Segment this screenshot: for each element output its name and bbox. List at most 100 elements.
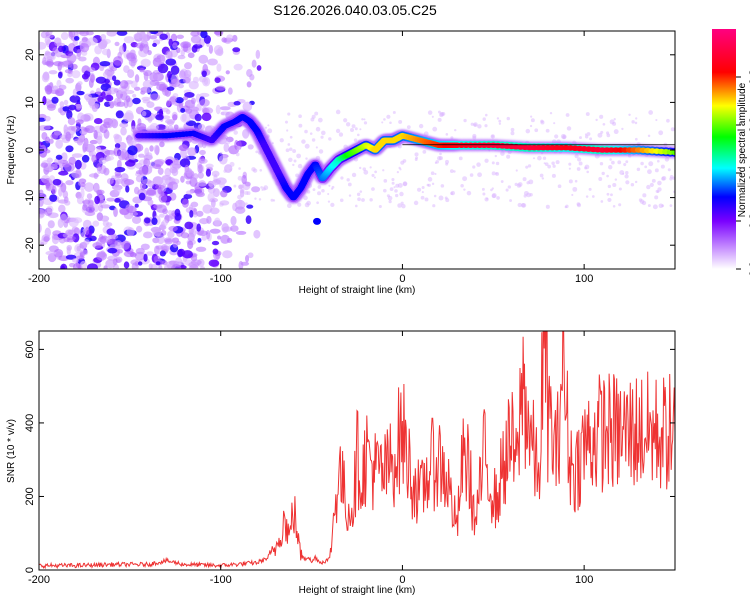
noise-speckle — [557, 184, 562, 189]
noise-speckle — [667, 168, 671, 172]
noise-blob — [44, 115, 51, 122]
noise-blob — [134, 203, 139, 208]
noise-blob — [107, 234, 119, 240]
noise-blob — [191, 45, 198, 53]
noise-speckle — [509, 199, 513, 202]
noise-blob — [68, 156, 76, 165]
noise-blob — [156, 234, 165, 245]
noise-blob — [167, 210, 173, 215]
noise-speckle — [251, 167, 256, 172]
noise-blob — [205, 163, 214, 169]
noise-blob — [89, 139, 98, 145]
noise-speckle — [343, 118, 348, 123]
x-tick-label: 100 — [575, 273, 593, 285]
noise-speckle — [434, 161, 437, 164]
y-tick-label: 20 — [24, 49, 36, 61]
noise-speckle — [391, 177, 395, 182]
noise-blob — [177, 249, 184, 258]
noise-speckle — [532, 157, 536, 160]
noise-blob — [131, 215, 142, 224]
noise-blob — [242, 101, 253, 112]
noise-speckle — [495, 161, 500, 166]
noise-blob — [169, 95, 178, 103]
noise-speckle — [381, 121, 384, 124]
noise-blob — [209, 207, 220, 215]
noise-speckle — [564, 205, 568, 209]
noise-speckle — [417, 187, 422, 192]
noise-speckle — [470, 122, 474, 126]
noise-blob — [65, 131, 72, 142]
noise-blob — [246, 204, 254, 209]
noise-blob — [51, 185, 57, 195]
noise-blob — [168, 181, 179, 191]
noise-speckle — [636, 167, 641, 172]
noise-speckle — [618, 203, 622, 207]
noise-blob — [143, 158, 151, 168]
noise-blob — [76, 90, 85, 96]
noise-blob — [251, 186, 261, 193]
noise-blob — [184, 168, 192, 174]
noise-speckle — [317, 191, 322, 196]
noise-blob — [123, 36, 135, 44]
noise-speckle — [309, 132, 313, 135]
noise-blob — [184, 92, 195, 98]
noise-blob — [196, 103, 202, 112]
noise-blob — [227, 87, 233, 95]
noise-blob — [158, 108, 164, 117]
snr-y-ticks: 0 200 400 600 — [24, 340, 675, 573]
noise-blob — [95, 76, 107, 84]
noise-speckle — [402, 159, 407, 163]
noise-speckle — [382, 169, 385, 172]
noise-blob — [101, 48, 111, 56]
noise-speckle — [420, 195, 425, 200]
noise-speckle — [542, 156, 547, 160]
noise-blob — [196, 181, 207, 187]
spectrogram-y-ticks: -20 -10 0 10 20 — [24, 49, 675, 253]
noise-speckle — [634, 180, 638, 184]
noise-blob — [83, 182, 95, 192]
noise-speckle — [469, 173, 474, 177]
noise-blob — [149, 73, 160, 81]
noise-speckle — [450, 136, 454, 140]
chart-title: S126.2026.040.03.05.C25 — [273, 2, 437, 18]
noise-blob — [114, 41, 120, 47]
noise-blob — [235, 230, 247, 235]
noise-speckle — [236, 145, 241, 151]
noise-blob — [151, 217, 158, 225]
noise-blob — [84, 198, 89, 205]
noise-blob — [57, 107, 64, 114]
noise-blob — [130, 80, 138, 88]
noise-blob — [178, 144, 189, 152]
noise-speckle — [413, 200, 419, 206]
noise-speckle — [237, 194, 242, 200]
noise-blob — [230, 215, 237, 226]
noise-speckle — [437, 155, 442, 161]
noise-speckle — [339, 198, 344, 203]
noise-blob — [152, 227, 162, 237]
noise-speckle — [298, 123, 303, 128]
noise-blob — [86, 205, 95, 214]
noise-speckle — [608, 165, 613, 170]
noise-blob — [46, 56, 53, 61]
noise-blob — [246, 81, 252, 88]
noise-speckle — [584, 135, 589, 139]
noise-speckle — [490, 134, 496, 139]
noise-speckle — [647, 204, 651, 208]
noise-speckle — [304, 143, 310, 149]
noise-speckle — [340, 176, 344, 180]
noise-speckle — [628, 113, 631, 117]
noise-blob — [72, 88, 78, 97]
noise-speckle — [525, 128, 531, 134]
noise-speckle — [599, 114, 604, 119]
noise-speckle — [298, 114, 302, 119]
noise-blob — [83, 239, 90, 246]
noise-speckle — [219, 151, 223, 155]
noise-blob — [58, 187, 63, 197]
noise-speckle — [500, 180, 504, 183]
noise-blob — [193, 208, 198, 215]
noise-blob — [155, 261, 161, 266]
noise-speckle — [431, 182, 435, 186]
noise-blob — [147, 49, 152, 56]
noise-speckle — [654, 168, 659, 173]
noise-blob — [114, 179, 120, 189]
